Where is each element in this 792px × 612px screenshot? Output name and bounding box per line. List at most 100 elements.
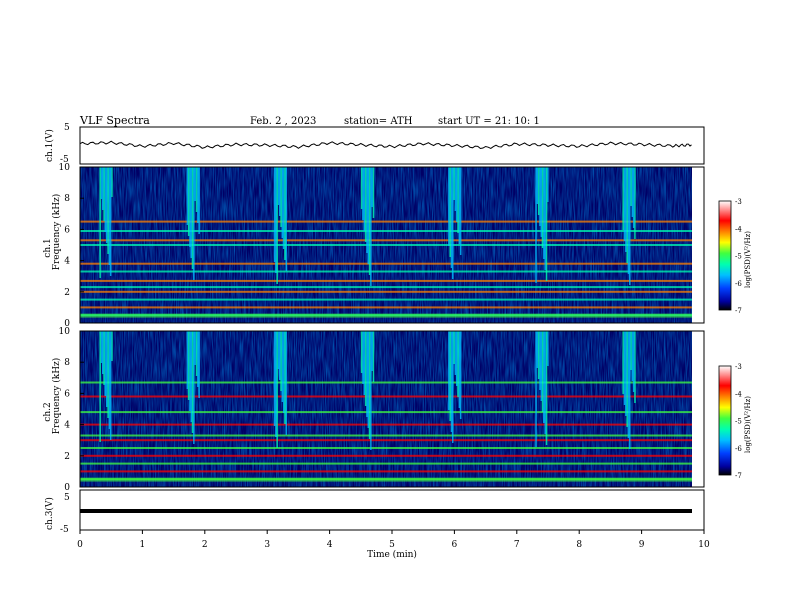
sferic-spike [190,331,192,422]
sferic-spike [279,167,281,216]
spectrogram-band [80,220,692,223]
ch1-trace-line [79,140,692,150]
sferic-spike [107,331,109,418]
sferic-spike [459,167,462,255]
sferic-spike [106,331,108,407]
sferic-spike [279,331,281,380]
sferic-spike [103,167,105,221]
sferic-spike [631,167,634,217]
sferic-spike [99,331,101,442]
sferic-spike [545,167,548,281]
ch2-spectrogram-panel: 0 2 4 6 8 10 ch.2 Frequency (kHz) [43,327,705,493]
colorbar-tick-label: -7 [735,472,742,480]
sferic-spike [191,331,194,433]
sferic-spike [102,331,104,374]
sferic-spike [547,331,549,366]
sferic-spike [449,167,451,257]
ytick-label: 2 [64,452,70,462]
sferic-spike [186,331,189,389]
figure-title: VLF Spectra [79,114,150,127]
sferic-spike [537,167,540,215]
date-label: Feb. 2 , 2023 [250,116,316,127]
spectrogram-band [80,439,692,442]
time-axis-label: Time (min) [367,549,417,560]
colorbar-tick-label: -6 [735,280,742,288]
sferic-spike [108,331,111,429]
colorbar-tick-label: -5 [735,253,742,261]
spectrogram-band [80,262,692,265]
spectrogram-band [80,286,692,289]
sferic-spike [370,167,372,286]
sferic-spike [195,331,198,376]
xtick-label: 10 [698,540,710,550]
ytick-label: 8 [64,358,70,368]
sferic-spike [103,331,105,385]
ch3-ytick-top: 5 [64,493,70,503]
xtick-label: 4 [327,540,333,550]
ch3-ylabel: ch.3(V) [44,497,55,530]
ch1-spectrogram-ylabel-freq: Frequency (kHz) [51,194,62,271]
sferic-spike [625,167,627,252]
sferic-spike [453,167,455,200]
sferic-spike [627,331,630,438]
ch1-panel: 5 -5 ch.1(V) [44,123,705,165]
sferic-spike [282,167,285,249]
sferic-spike [627,167,630,274]
colorbar-tick-label: -4 [735,225,742,233]
sferic-spike [458,331,461,408]
xtick-label: 9 [639,540,645,550]
sferic-spike [626,331,628,427]
sferic-spike [535,167,537,283]
sferic-spike [285,331,287,435]
ch1-spectrogram-spikes [99,167,636,286]
sferic-spike [449,331,451,421]
sferic-spike [111,167,113,197]
sferic-spike [623,331,626,405]
sferic-spike [364,167,367,242]
sferic-spike [362,167,364,220]
sferic-spike [450,167,453,268]
xtick-label: 3 [264,540,270,550]
sferic-spike [634,167,636,239]
sferic-spike [629,167,631,285]
sferic-spike [456,331,458,386]
sferic-spike [536,331,539,368]
sferic-spike [282,331,285,413]
ch1-spectrogram-ylabel-channel: ch.1 [43,238,53,257]
sferic-spike [457,331,459,397]
ch1-ytick-bottom: -5 [60,155,69,165]
sferic-spike [364,331,367,406]
ytick-label: 0 [64,483,70,493]
sferic-spike [448,331,450,410]
sferic-spike [190,167,192,258]
spectrogram-band [80,462,692,465]
sferic-spike [362,331,364,384]
sferic-spike [285,167,287,271]
ch2-spectrogram-bands [80,381,692,482]
sferic-spike [280,167,282,227]
sferic-spike [539,331,541,390]
sferic-spike [193,167,195,280]
sferic-spike [625,331,627,416]
sferic-spike [632,167,635,228]
ch1-spectrogram-bands [80,220,692,318]
spectrogram-band [80,454,692,457]
sferic-spike [194,331,196,365]
sferic-spike [273,167,276,262]
sferic-spike [197,331,199,387]
sferic-spike [622,331,624,394]
sferic-spike [281,167,284,238]
sferic-spike [544,167,546,270]
sferic-spike [454,167,457,211]
sferic-spike [281,331,284,402]
sferic-spike [194,167,196,201]
sferic-spike [372,167,375,218]
sferic-spike [198,167,200,234]
ch2-spectrogram-ylabel-freq: Frequency (kHz) [51,358,62,435]
spectrogram-band [80,239,692,242]
xtick-label: 5 [389,540,395,550]
xtick-label: 0 [77,540,83,550]
spectrogram-band [80,423,692,426]
spectrogram-band [80,270,692,273]
sferic-spike [458,167,461,244]
